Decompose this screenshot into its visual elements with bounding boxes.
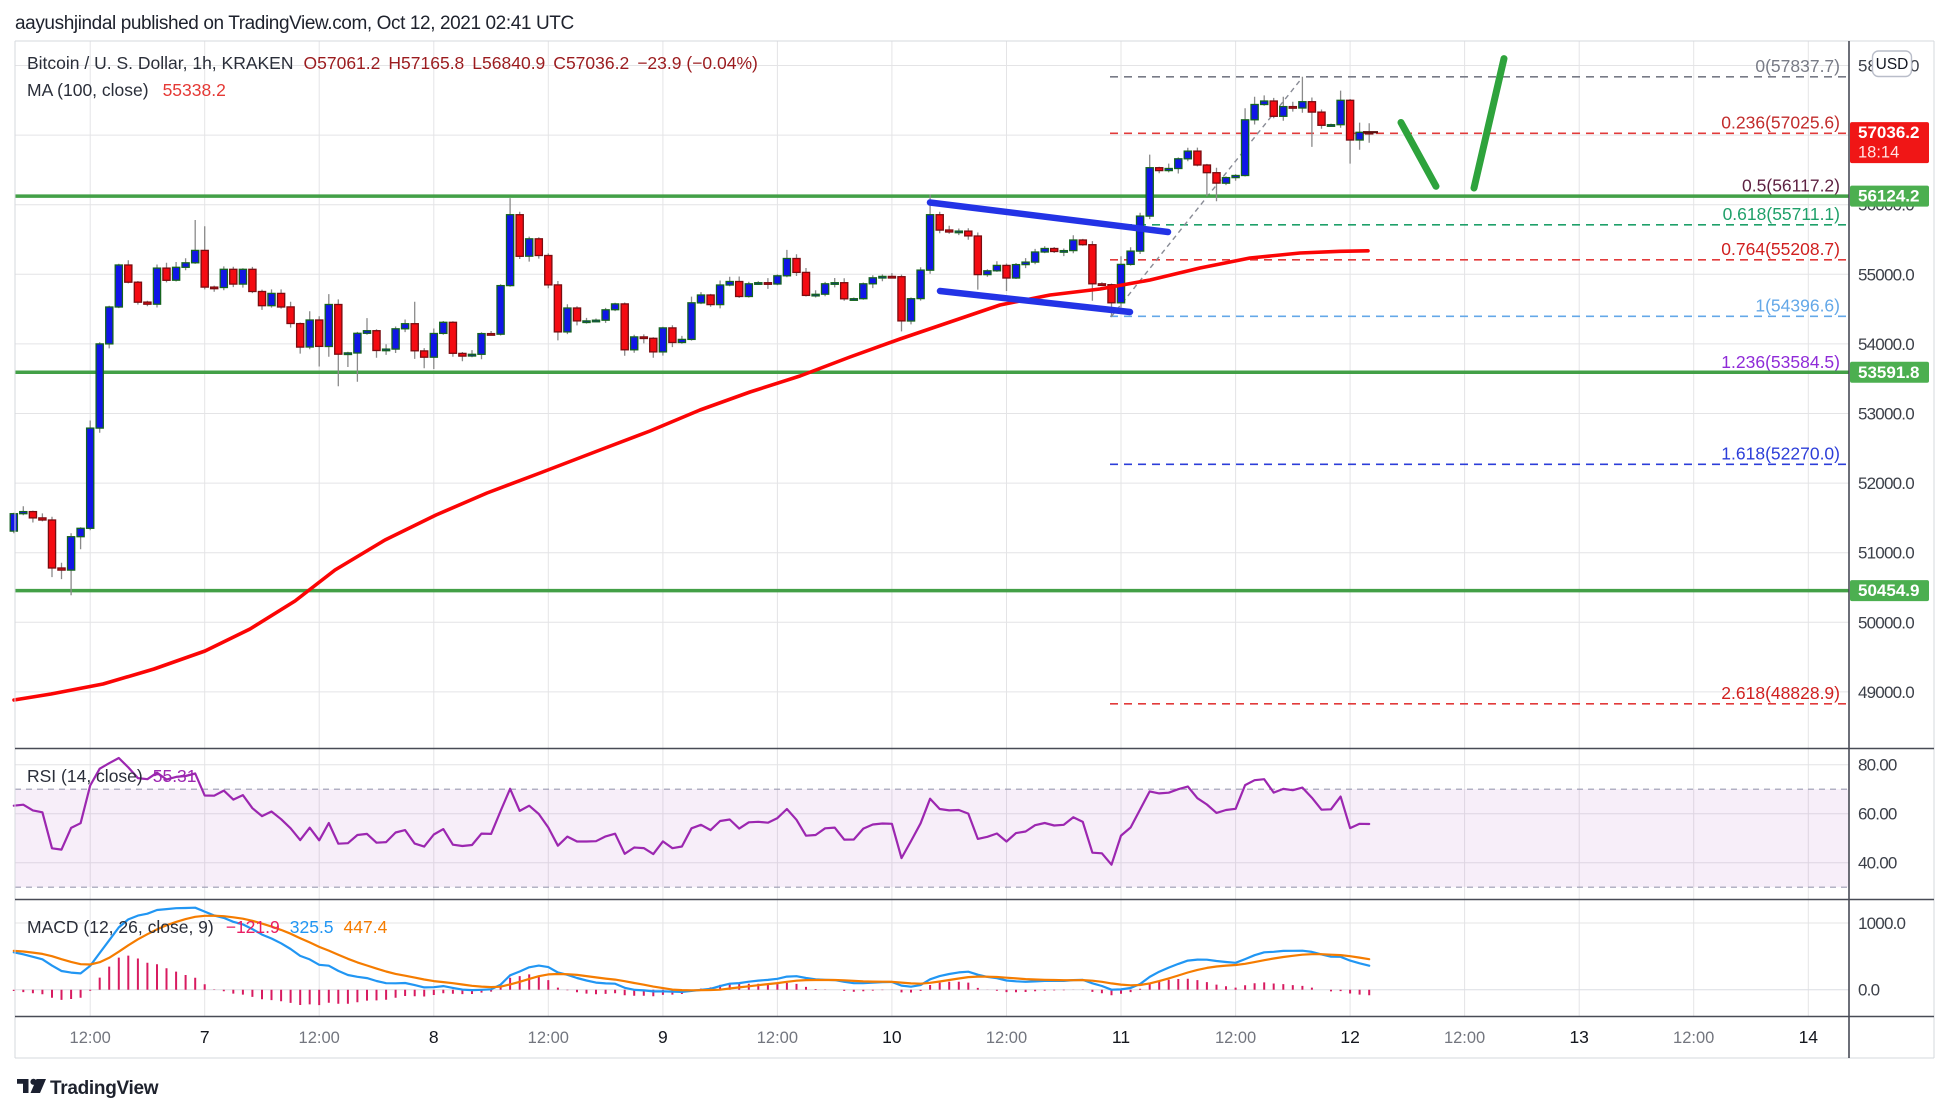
svg-text:40.00: 40.00 [1858,854,1897,873]
svg-text:80.00: 80.00 [1858,756,1897,775]
svg-text:12:00: 12:00 [299,1029,340,1047]
svg-text:54000.0: 54000.0 [1858,335,1914,354]
svg-text:MA (100, close)55338.2: MA (100, close) 55338.2 [27,80,226,100]
svg-text:53591.8: 53591.8 [1858,363,1919,382]
svg-text:12:00: 12:00 [1673,1029,1714,1047]
svg-text:12:00: 12:00 [1215,1029,1256,1047]
svg-text:0.0: 0.0 [1858,981,1880,1000]
svg-text:53000.0: 53000.0 [1858,405,1914,424]
svg-text:14: 14 [1799,1027,1819,1047]
svg-text:TradingView: TradingView [50,1078,159,1099]
svg-text:2.618(48828.9): 2.618(48828.9) [1721,683,1840,703]
svg-text:0.764(55208.7): 0.764(55208.7) [1721,239,1840,259]
svg-text:10: 10 [882,1027,902,1047]
svg-text:49000.0: 49000.0 [1858,683,1914,702]
svg-text:12:00: 12:00 [757,1029,798,1047]
svg-text:51000.0: 51000.0 [1858,544,1914,563]
svg-text:1000.0: 1000.0 [1858,914,1906,933]
svg-text:12:00: 12:00 [1444,1029,1485,1047]
svg-text:18:14: 18:14 [1858,144,1899,162]
svg-text:Bitcoin / U. S. Dollar, 1h, KR: Bitcoin / U. S. Dollar, 1h, KRAKEN O57061… [27,53,758,73]
svg-text:0.618(55711.1): 0.618(55711.1) [1723,204,1840,224]
svg-text:13: 13 [1569,1027,1588,1047]
svg-text:MACD (12, 26, close, 9)−121.93: MACD (12, 26, close, 9) −121.9 325.5 447.4 [27,917,388,937]
svg-text:57036.2: 57036.2 [1858,123,1919,142]
svg-text:0(57837.7): 0(57837.7) [1755,56,1840,76]
svg-text:50454.9: 50454.9 [1858,581,1919,600]
svg-text:12:00: 12:00 [986,1029,1027,1047]
svg-text:9: 9 [658,1027,668,1047]
svg-text:60.00: 60.00 [1858,805,1897,824]
svg-text:1(54396.6): 1(54396.6) [1755,295,1840,315]
svg-text:1.618(52270.0): 1.618(52270.0) [1721,443,1840,463]
svg-text:12:00: 12:00 [70,1029,111,1047]
svg-text:aayushjindal published on Trad: aayushjindal published on TradingView.co… [15,13,574,34]
svg-text:USD: USD [1876,56,1909,73]
svg-text:0.5(56117.2): 0.5(56117.2) [1742,176,1840,196]
svg-text:56124.2: 56124.2 [1858,187,1919,206]
svg-text:52000.0: 52000.0 [1858,474,1914,493]
svg-text:11: 11 [1112,1027,1130,1047]
svg-text:12: 12 [1340,1027,1359,1047]
svg-text:7: 7 [200,1027,210,1047]
svg-text:12:00: 12:00 [528,1029,569,1047]
svg-text:55000.0: 55000.0 [1858,265,1914,284]
svg-text:1.236(53584.5): 1.236(53584.5) [1721,352,1840,372]
svg-text:0.236(57025.6): 0.236(57025.6) [1721,112,1840,132]
svg-text:RSI (14, close)55.31: RSI (14, close) 55.31 [27,766,197,786]
svg-text:50000.0: 50000.0 [1858,613,1914,632]
svg-text:8: 8 [429,1027,439,1047]
